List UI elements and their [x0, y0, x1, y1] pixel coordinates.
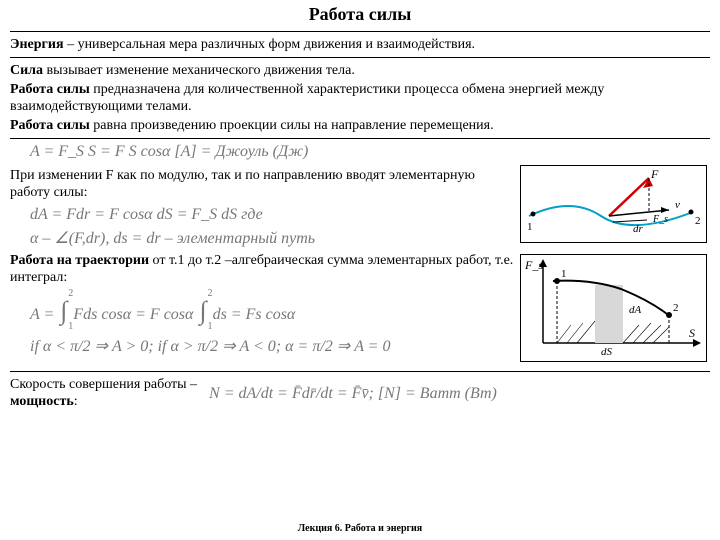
text: равна произведению проекции силы на напр… [90, 118, 494, 133]
formula-text: if α < π/2 ⇒ A > 0; if α > π/2 ⇒ A < 0; … [30, 338, 390, 355]
lecture-footer: Лекция 6. Работа и энергия [0, 523, 720, 534]
label-2: 2 [673, 302, 679, 314]
para-work1: Работа силы предназначена для количестве… [10, 81, 710, 115]
lim-top: 2 [68, 288, 73, 299]
t: Fds cosα = F cosα [73, 306, 197, 323]
force-vector [609, 178, 649, 216]
page-title: Работа силы [10, 4, 710, 25]
bold-work: Работа силы [10, 118, 90, 133]
divider [10, 138, 710, 139]
divider [10, 371, 710, 372]
formula-integral: A = 2 ∫ 1 Fds cosα = F cosα 2 ∫ 1 ds = F… [30, 296, 514, 326]
para-elementary: При изменении F как по модулю, так и по … [10, 167, 514, 201]
para-work2: Работа силы равна произведению проекции … [10, 117, 710, 134]
label-Fs: F_s [652, 214, 668, 225]
divider [10, 31, 710, 32]
formula-alpha: α – ∠(F,dr), ds = dr – элементарный путь [30, 228, 514, 248]
lim-top: 2 [207, 288, 212, 299]
label-S: S [689, 326, 695, 340]
label-dS: dS [601, 346, 613, 358]
para-energy: Энергия – универсальная мера различных ф… [10, 36, 710, 53]
label-1: 1 [527, 221, 533, 233]
trajectory-diagram: dr F v F_s 1 2 [520, 165, 707, 243]
label-dr: dr [633, 223, 644, 235]
label-v: v [675, 199, 680, 211]
t: A = [30, 306, 58, 323]
formula-conditions: if α < π/2 ⇒ A > 0; if α > π/2 ⇒ A < 0; … [30, 336, 514, 356]
lim-bot: 1 [207, 321, 212, 332]
integral-sign: 2 ∫ 1 [58, 296, 69, 326]
text: предназначена для количественной характе… [10, 82, 604, 114]
label-dA: dA [629, 304, 642, 316]
text: – универсальная мера различных форм движ… [64, 37, 475, 52]
bold-energy: Энергия [10, 37, 64, 52]
label-F: F [650, 167, 659, 181]
text: Скорость совершения работы – [10, 377, 197, 392]
bold-force: Сила [10, 63, 43, 78]
area-graph: F_s S dA dS 1 2 [520, 254, 707, 362]
formula-text: dA = Fdr = F cosα dS = F_S dS где [30, 206, 263, 223]
bold-trajectory: Работа на траектории [10, 253, 149, 268]
arrow-head [693, 339, 701, 347]
label-1: 1 [561, 268, 567, 280]
integral-sign: 2 ∫ 1 [197, 296, 208, 326]
text: вызывает изменение механического движени… [43, 63, 355, 78]
int: ∫ [60, 296, 67, 325]
t: ds = Fs cosα [213, 306, 296, 323]
point-1 [531, 212, 536, 217]
formula-text: A = F_S S = F S cosα [A] = Джоуль (Дж) [30, 143, 308, 160]
int: ∫ [199, 296, 206, 325]
lim-bot: 1 [68, 321, 73, 332]
label-Fs: F_s [524, 258, 543, 272]
divider [10, 57, 710, 58]
bold-power: мощность [10, 394, 74, 409]
label-2: 2 [695, 215, 701, 227]
formula-main: A = F_S S = F S cosα [A] = Джоуль (Дж) [30, 143, 710, 161]
formula-text: α – ∠(F,dr), ds = dr – элементарный путь [30, 230, 315, 247]
para-trajectory: Работа на траектории от т.1 до т.2 –алге… [10, 252, 514, 286]
bold-work: Работа силы [10, 82, 90, 97]
dA-area [595, 285, 623, 343]
para-power: Скорость совершения работы – мощность: N… [10, 376, 710, 410]
arrow-head [661, 207, 669, 213]
formula-dA: dA = Fdr = F cosα dS = F_S dS где [30, 206, 514, 224]
para-force: Сила вызывает изменение механического дв… [10, 62, 710, 79]
dr-bracket [613, 220, 647, 222]
formula-power: N = dA/dt = F̄dr̄/dt = F̄v̄; [N] = Ватт … [209, 385, 497, 402]
point-2 [689, 210, 694, 215]
